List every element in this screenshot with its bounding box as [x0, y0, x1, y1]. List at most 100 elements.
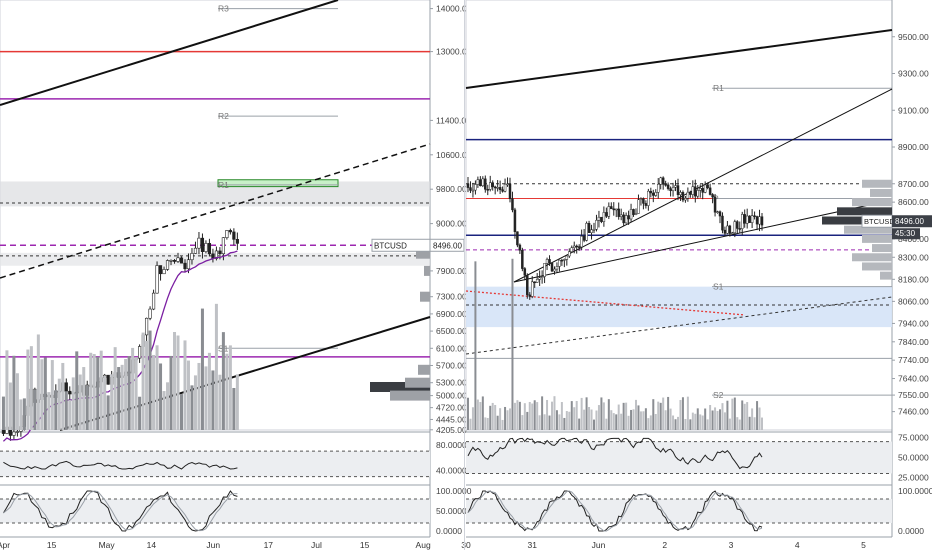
- candle-body: [186, 259, 191, 270]
- volume-bar: [12, 355, 16, 430]
- right-chart-panel[interactable]: 9500.00 9300.00 9100.00 8900.00 8700.00 8600.…: [461, 0, 932, 550]
- volume-bar: [714, 407, 717, 430]
- volume-bar: [652, 399, 655, 430]
- volume-bar: [204, 366, 208, 430]
- rsi-line: [3, 460, 238, 470]
- candle-body: [550, 262, 554, 272]
- volume-bar: [179, 394, 183, 430]
- volume-bar: [758, 407, 761, 430]
- time-tick-label: Jun: [592, 540, 606, 550]
- candle-body: [496, 187, 499, 189]
- candle-body: [590, 229, 593, 233]
- volume-bar: [716, 410, 719, 430]
- candle-body: [622, 214, 625, 224]
- time-tick-label: 15: [47, 540, 57, 550]
- candle-body: [652, 192, 655, 196]
- volume-bar: [541, 396, 544, 430]
- volume-bar: [726, 400, 729, 430]
- volume-bar: [15, 373, 19, 430]
- volume-bar: [573, 407, 576, 430]
- volume-bar: [207, 352, 211, 430]
- stoch-band: [466, 499, 892, 523]
- price-tick-label: 8060.00: [898, 296, 929, 306]
- candle-body: [637, 199, 640, 214]
- time-tick-label: 17: [264, 540, 274, 550]
- candle-body: [689, 191, 692, 195]
- volume-bar: [57, 378, 61, 430]
- candle-body: [232, 231, 236, 240]
- volume-bar: [469, 418, 472, 430]
- volume-bar: [523, 403, 526, 430]
- volume-bar: [686, 396, 689, 430]
- volume-bar: [127, 356, 131, 430]
- candle-body: [190, 253, 194, 261]
- volume-bar: [82, 367, 86, 430]
- candle-body: [197, 237, 201, 249]
- volume-bar: [664, 410, 667, 430]
- volume-bar: [54, 390, 58, 430]
- rsi-tick-label: 75.0000: [898, 433, 929, 443]
- candle-body: [701, 188, 704, 193]
- candle-body: [703, 184, 707, 193]
- candlestick-series: [466, 175, 764, 300]
- candle-body: [528, 294, 532, 297]
- volume-bar: [106, 395, 110, 430]
- volume-bar: [193, 375, 197, 430]
- price-tick-label: 4445.00: [436, 414, 467, 424]
- volume-bar: [148, 330, 152, 430]
- volume-profile-bar: [844, 225, 892, 234]
- volume-bar: [166, 382, 170, 430]
- volume-bar: [751, 408, 754, 430]
- candle-body: [501, 189, 504, 192]
- volume-bar: [635, 399, 637, 430]
- volume-bar: [479, 402, 482, 430]
- left-chart-panel[interactable]: 14000.00 13000.00 11400.00 10600.00 9800.00 9…: [0, 0, 472, 550]
- volume-bar: [709, 405, 712, 430]
- volume-bar: [36, 334, 40, 430]
- candle-body: [533, 281, 536, 284]
- volume-bar: [733, 397, 736, 430]
- volume-bar: [681, 397, 684, 430]
- stoch-tick-label: 0.0000: [898, 526, 924, 536]
- volume-bar: [1, 396, 5, 430]
- volume-bar: [89, 352, 93, 430]
- candle-body: [582, 235, 586, 241]
- candle-body: [565, 255, 569, 260]
- price-tick-label: 10600.00: [436, 150, 472, 160]
- volume-bar: [526, 411, 529, 430]
- price-tick-label: 9300.00: [898, 69, 929, 79]
- volume-bar: [691, 412, 694, 430]
- volume-bar: [588, 407, 591, 430]
- candle-body: [183, 262, 187, 270]
- volume-bar: [746, 402, 749, 430]
- volume-bar: [689, 419, 692, 430]
- candle-body: [516, 231, 519, 246]
- volume-bar: [578, 418, 581, 430]
- volume-profile-bar: [370, 382, 430, 392]
- volume-bar: [563, 417, 566, 430]
- candle-body: [577, 246, 581, 248]
- volume-bar: [103, 376, 107, 430]
- candle-body: [726, 225, 729, 234]
- volume-bar: [555, 410, 558, 430]
- candle-body: [696, 190, 700, 197]
- candle-body: [610, 206, 613, 210]
- demand-zone: [466, 286, 892, 328]
- candle-body: [713, 196, 717, 213]
- candle-body: [679, 192, 682, 195]
- candle-body: [548, 259, 551, 264]
- volume-profile-bar: [416, 248, 430, 259]
- candle-body: [587, 223, 591, 233]
- candle-body: [716, 211, 719, 213]
- candle-body: [158, 265, 163, 275]
- candle-body: [647, 190, 650, 206]
- volume-bar: [699, 414, 702, 430]
- volume-bar: [738, 419, 741, 430]
- volume-bar: [476, 399, 479, 430]
- volume-bar: [235, 374, 239, 430]
- stoch-d-line: [467, 490, 763, 532]
- volume-bar: [200, 308, 204, 430]
- candle-body: [760, 216, 764, 226]
- red-dotted-trend-line: [465, 290, 746, 316]
- candle-body: [493, 186, 497, 189]
